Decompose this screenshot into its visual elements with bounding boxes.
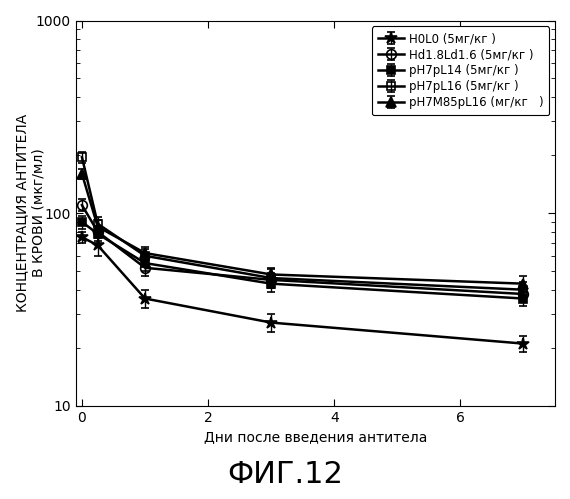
Text: ФИГ.12: ФИГ.12 [227,460,343,489]
Y-axis label: КОНЦЕНТРАЦИЯ АНТИТЕЛА
В КРОВИ (мкг/мл): КОНЦЕНТРАЦИЯ АНТИТЕЛА В КРОВИ (мкг/мл) [15,114,45,312]
Legend: H0L0 (5мг/кг ), Hd1.8Ld1.6 (5мг/кг ), pH7pL14 (5мг/кг ), pH7pL16 (5мг/кг ), pH7M: H0L0 (5мг/кг ), Hd1.8Ld1.6 (5мг/кг ), pH… [372,26,549,115]
X-axis label: Дни после введения антитела: Дни после введения антитела [203,430,427,444]
